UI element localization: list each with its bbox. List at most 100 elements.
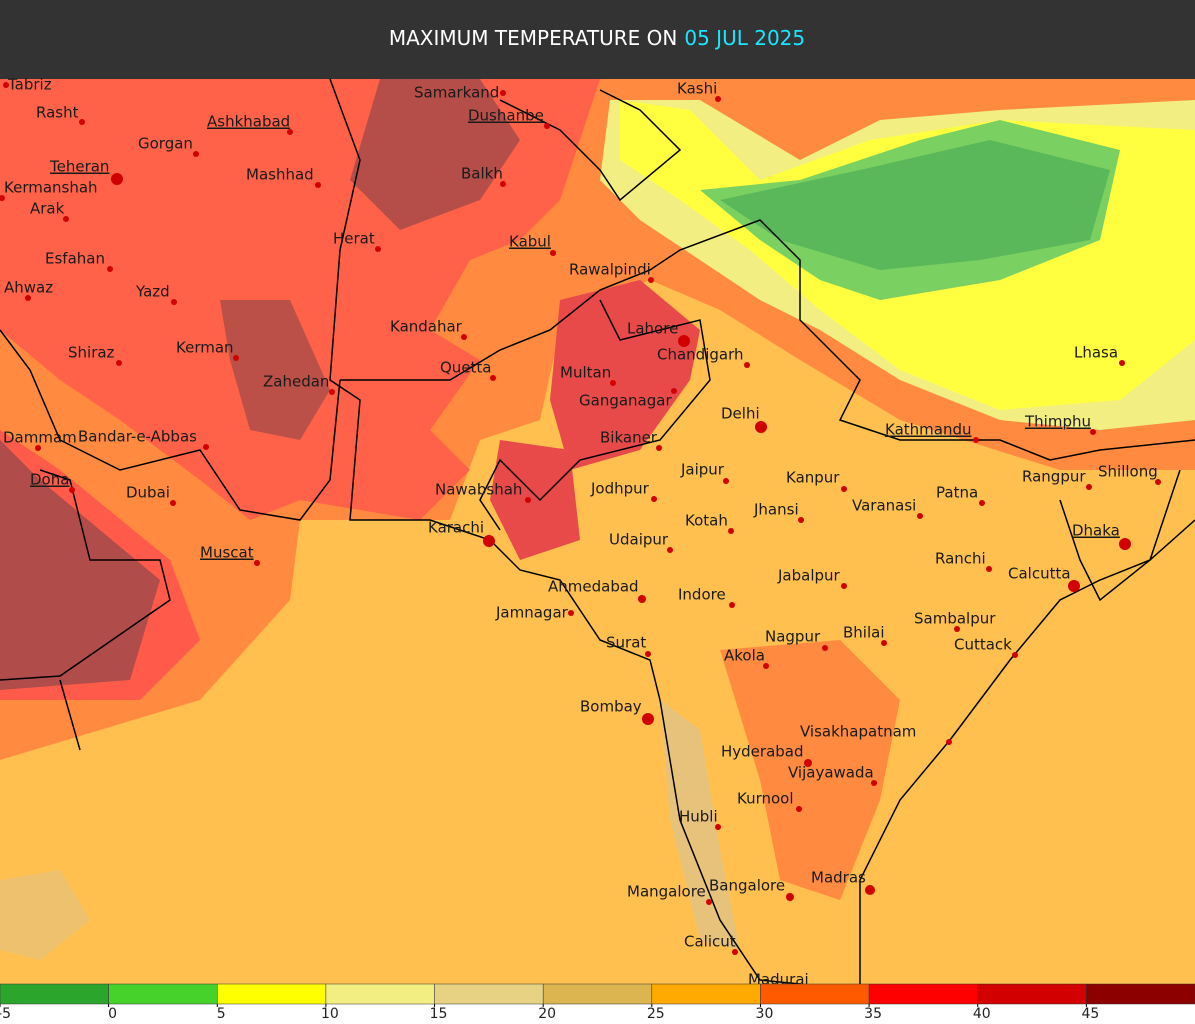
city-dot [786, 893, 794, 901]
city-dot [329, 389, 335, 395]
city-dot [678, 335, 690, 347]
city-label: Mangalore [627, 883, 706, 901]
city-label: Jhansi [753, 501, 799, 519]
city-dot [500, 90, 506, 96]
city-dot [500, 181, 506, 187]
city-label: Multan [560, 364, 611, 382]
colorbar-tick-label: 15 [430, 1006, 448, 1022]
city-label: Kanpur [786, 469, 840, 487]
border-line [1059, 469, 1181, 602]
city-dot [1086, 484, 1092, 490]
colorbar-tick-label: -5 [0, 1006, 11, 1022]
city-dot [954, 626, 960, 632]
city-label: Calcutta [1008, 565, 1071, 583]
city-dot [1068, 580, 1080, 592]
city-label: Ahwaz [4, 279, 53, 297]
city-dot [841, 486, 847, 492]
city-label: Sambalpur [914, 610, 996, 628]
city-label: Jamnagar [495, 604, 569, 622]
colorbar-tick-label: 5 [217, 1006, 226, 1022]
city-label: Lahore [627, 320, 678, 338]
city-dot [254, 560, 260, 566]
city-label: Ranchi [935, 550, 986, 568]
city-dot [610, 380, 616, 386]
colorbar-tick-label: 35 [864, 1006, 882, 1022]
city-label: Karachi [428, 519, 484, 537]
colorbar-swatch [1086, 983, 1195, 1005]
city-dot [841, 583, 847, 589]
city-dot [763, 663, 769, 669]
city-label: Samarkand [414, 84, 499, 102]
colorbar-tick-label: 20 [538, 1006, 556, 1022]
city-label: Jaipur [680, 461, 725, 479]
city-label: Bandar-e-Abbas [78, 428, 197, 446]
city-label: Kurnool [737, 790, 794, 808]
city-dot [744, 362, 750, 368]
city-dot [116, 360, 122, 366]
city-label: Bangalore [709, 877, 785, 895]
city-dot [1119, 360, 1125, 366]
colorbar-tick-label: 45 [1081, 1006, 1099, 1022]
colorbar-swatch [434, 983, 544, 1005]
city-dot [871, 780, 877, 786]
city-label: Cuttack [954, 636, 1012, 654]
city-label: Hubli [679, 808, 718, 826]
city-dot [796, 806, 802, 812]
city-label: Calicut [684, 933, 736, 951]
city-label: Quetta [440, 359, 492, 377]
city-label: Jodhpur [590, 480, 650, 498]
city-dot [25, 295, 31, 301]
city-label: Patna [936, 484, 978, 502]
city-label: Bikaner [600, 429, 658, 447]
city-dot [375, 246, 381, 252]
city-label: Teheran [49, 158, 109, 176]
city-label: Dammam [3, 429, 77, 447]
city-label: Kotah [685, 512, 728, 530]
city-label: Ganganagar [579, 392, 672, 410]
border-line [499, 89, 682, 202]
city-dot [946, 739, 952, 745]
colorbar-tick-label: 0 [108, 1006, 117, 1022]
city-label: Yazd [135, 283, 170, 301]
colorbar: -5 0 5 10 15 20 25 30 35 40 45 [0, 983, 1195, 1022]
header-date: 05 JUL 2025 [684, 26, 805, 50]
city-label: Rasht [36, 104, 79, 122]
city-dot [729, 602, 735, 608]
city-dot [490, 375, 496, 381]
city-dot [986, 566, 992, 572]
coastline [0, 329, 341, 521]
city-dot [69, 487, 75, 493]
colorbar-swatch [977, 983, 1087, 1005]
city-label: Bhilai [843, 624, 885, 642]
header: MAXIMUM TEMPERATURE ON 05 JUL 2025 [389, 26, 805, 50]
colorbar-tick-label: 40 [973, 1006, 991, 1022]
city-label: Arak [30, 200, 65, 218]
colorbar-swatch [0, 983, 109, 1005]
city-dot [3, 82, 9, 88]
city-label: Chandigarh [657, 346, 744, 364]
colorbar-tick-label: 25 [647, 1006, 665, 1022]
city-label: Kermanshah [4, 179, 98, 197]
border-line [479, 299, 711, 531]
city-label: Kathmandu [885, 421, 972, 439]
colorbar-swatch [651, 983, 761, 1005]
border-line [0, 469, 171, 681]
city-dot [107, 266, 113, 272]
city-dot [798, 517, 804, 523]
city-dot [645, 651, 651, 657]
colorbar-swatch [217, 983, 327, 1005]
city-label: Mashhad [246, 166, 314, 184]
cities: Tabriz Rasht Gorgan Ashkhabad Teheran Kermans… [0, 76, 1161, 993]
city-label: Zahedan [263, 373, 329, 391]
city-dot [723, 478, 729, 484]
colorbar-swatch [542, 983, 653, 1005]
city-dot [1090, 429, 1096, 435]
city-dot [715, 824, 721, 830]
city-dot [671, 388, 677, 394]
city-label: Shiraz [68, 344, 115, 362]
city-label: Nawabshah [435, 481, 522, 499]
city-dot [170, 500, 176, 506]
city-dot [715, 96, 721, 102]
city-label: Esfahan [45, 250, 105, 268]
